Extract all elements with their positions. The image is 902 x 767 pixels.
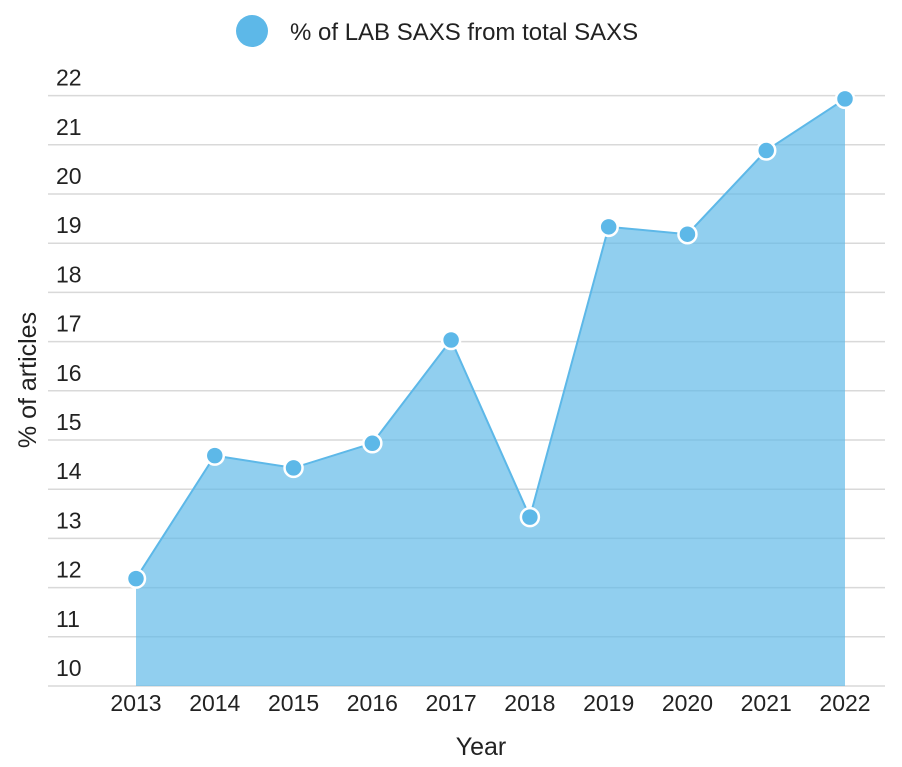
- x-axis-title: Year: [456, 733, 507, 761]
- y-tick-label: 17: [56, 311, 82, 337]
- x-tick-label: 2020: [662, 690, 713, 716]
- x-tick-label: 2017: [426, 690, 477, 716]
- x-tick-label: 2014: [189, 690, 240, 716]
- data-point-2020: [677, 223, 698, 245]
- x-tick-label: 2021: [741, 690, 792, 716]
- y-tick-label: 21: [56, 114, 82, 140]
- x-tick-label: 2015: [268, 690, 319, 716]
- x-tick-label: 2018: [504, 690, 555, 716]
- x-tick-label: 2022: [819, 690, 870, 716]
- legend: % of LAB SAXS from total SAXS: [236, 15, 638, 47]
- legend-label: % of LAB SAXS from total SAXS: [290, 19, 638, 46]
- y-tick-label: 16: [56, 360, 82, 386]
- series-area: [136, 98, 845, 686]
- data-point-2018: [519, 506, 541, 528]
- y-tick-label: 11: [56, 606, 80, 632]
- data-point-2019: [598, 216, 619, 238]
- data-point-2022: [834, 88, 856, 110]
- y-tick-label: 10: [56, 655, 82, 681]
- data-point-2017: [440, 329, 462, 351]
- data-point-2021: [755, 140, 777, 161]
- data-point-2013: [125, 568, 147, 589]
- x-tick-label: 2016: [347, 690, 398, 716]
- y-tick-label: 19: [56, 212, 82, 238]
- y-axis-ticks: 10 11 12 13 14 15 16 17 18 19 20 21 22: [56, 65, 82, 681]
- x-tick-label: 2013: [110, 690, 161, 716]
- y-axis-title: % of articles: [14, 312, 42, 448]
- x-tick-label: 2019: [583, 690, 634, 716]
- y-tick-label: 15: [56, 409, 82, 435]
- x-axis-ticks: 2013 2014 2015 2016 2017 2018 2019 2020 2021 2022: [110, 690, 870, 716]
- data-point-2015: [283, 457, 304, 479]
- y-tick-label: 18: [56, 261, 82, 287]
- y-tick-label: 14: [56, 458, 82, 484]
- data-points: [125, 88, 856, 589]
- y-tick-label: 20: [56, 163, 82, 189]
- series-line: [135, 98, 846, 580]
- legend-marker: [236, 15, 268, 47]
- data-point-2016: [362, 433, 383, 454]
- y-tick-label: 12: [56, 557, 82, 583]
- data-point-2014: [204, 445, 226, 466]
- y-tick-label: 13: [56, 507, 82, 533]
- y-tick-label: 22: [56, 65, 82, 91]
